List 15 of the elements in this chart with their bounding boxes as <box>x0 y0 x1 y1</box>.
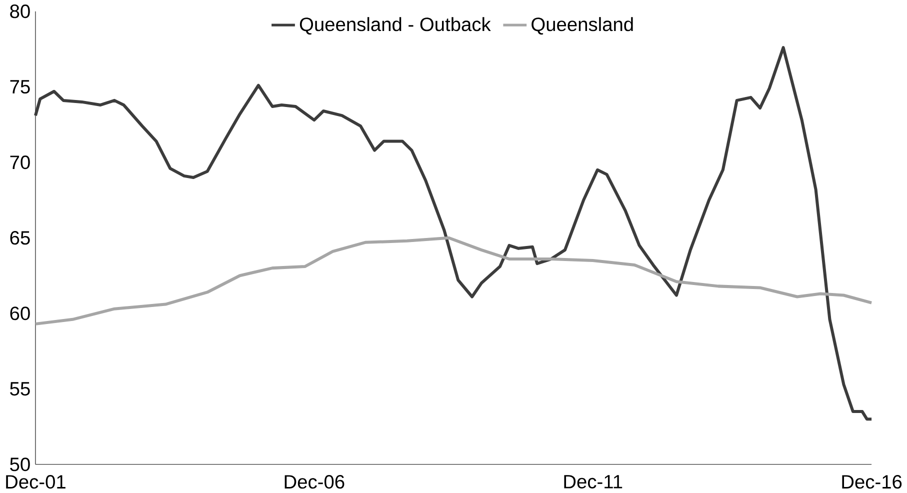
legend-label: Queensland - Outback <box>300 16 491 35</box>
y-tick-label: 60 <box>10 306 30 320</box>
y-tick-label: 75 <box>10 80 30 94</box>
legend-label: Queensland <box>532 16 633 35</box>
x-tick-label: Dec-01 <box>6 474 66 489</box>
x-tick-label: Dec-06 <box>284 474 344 489</box>
line-series <box>34 236 874 326</box>
x-tick-label: Dec-11 <box>564 474 622 488</box>
y-tick-label: 80 <box>10 4 30 18</box>
y-tick-label: 55 <box>10 382 30 396</box>
x-tick-label: Dec-16 <box>842 474 902 489</box>
y-tick-label: 50 <box>10 457 30 472</box>
line-series <box>34 46 874 420</box>
y-tick-label: 70 <box>10 155 30 170</box>
y-tick-label: 65 <box>10 230 30 245</box>
